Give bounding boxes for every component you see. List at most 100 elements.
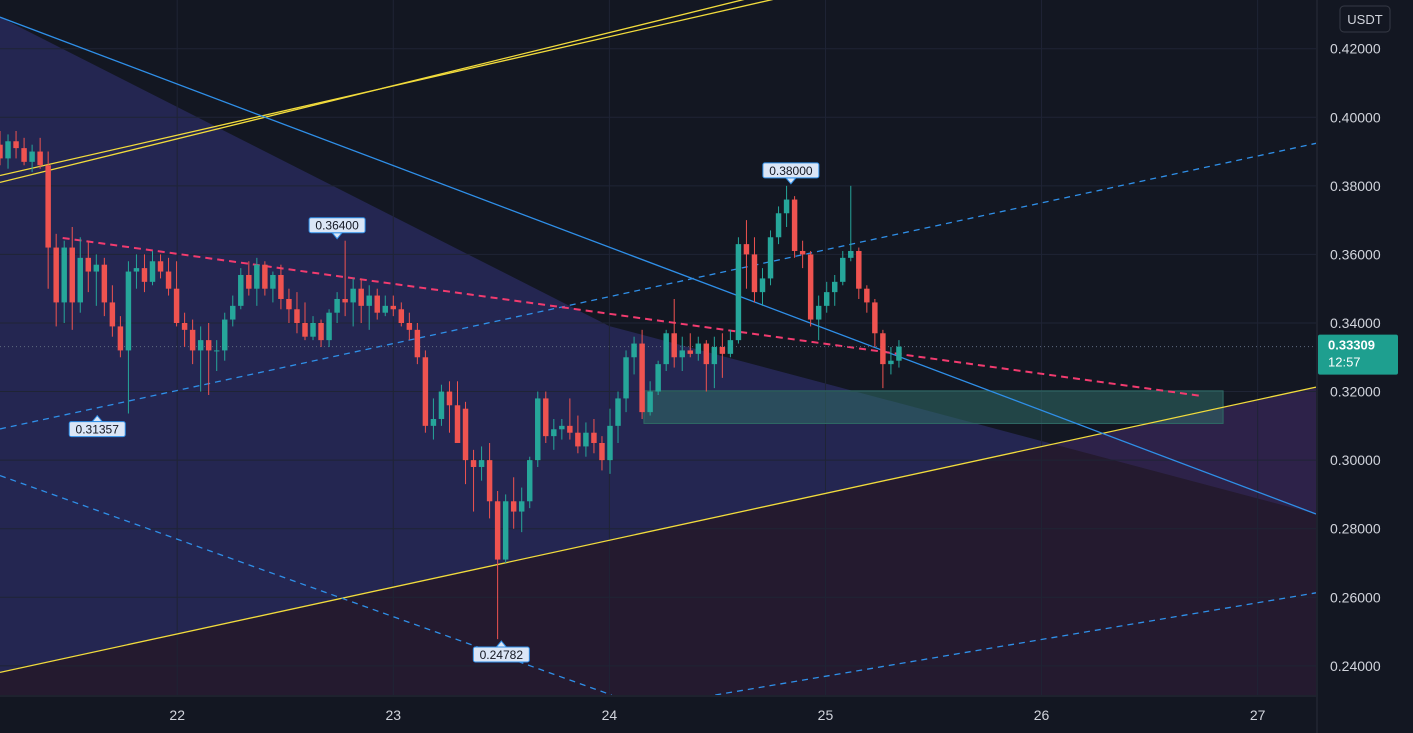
candle-body <box>535 398 541 461</box>
candle <box>334 292 340 323</box>
candle-body <box>896 346 902 361</box>
price-tick-label: 0.36000 <box>1330 246 1381 262</box>
candle-body <box>687 350 693 354</box>
annotation-label: 0.38000 <box>769 164 813 178</box>
candle-body <box>848 250 854 258</box>
candle <box>743 220 750 289</box>
candle-body <box>719 346 726 354</box>
candle-body <box>157 261 164 272</box>
candle <box>856 247 862 299</box>
channel-top-line <box>0 16 1317 515</box>
candle <box>181 312 188 347</box>
candle <box>189 319 196 365</box>
price-tick-label: 0.32000 <box>1330 384 1381 400</box>
candle-body <box>663 333 669 365</box>
candle-body <box>486 460 493 502</box>
candle-body <box>374 295 380 313</box>
candle <box>45 151 51 289</box>
candle-body <box>462 408 469 461</box>
candle-body <box>0 144 3 159</box>
candle <box>535 391 541 467</box>
candle-body <box>254 264 260 289</box>
candle <box>246 261 252 296</box>
candle-body <box>230 305 236 320</box>
candle-body <box>222 319 228 351</box>
candle <box>735 237 742 344</box>
candle <box>133 254 140 289</box>
candle <box>294 292 300 334</box>
candle-body <box>358 288 364 306</box>
candle-body <box>494 501 501 560</box>
candle-body <box>13 141 19 149</box>
price-tick-label: 0.24000 <box>1330 658 1381 674</box>
candle <box>21 137 27 166</box>
candle <box>61 240 67 323</box>
candle <box>205 322 212 395</box>
candle-body <box>711 346 718 365</box>
candle-body <box>382 305 388 313</box>
candle <box>591 418 597 454</box>
candle-body <box>631 343 637 358</box>
candle-body <box>799 250 806 255</box>
candle <box>29 144 35 173</box>
candle <box>719 333 726 378</box>
candle <box>422 350 429 433</box>
candle-body <box>414 329 421 358</box>
candle-body <box>567 425 573 433</box>
candle-body <box>334 298 340 313</box>
annotation-label: 0.36400 <box>315 219 359 233</box>
candle-body <box>21 148 27 162</box>
candle-body <box>438 391 445 419</box>
candle-body <box>832 281 838 293</box>
annotation-box <box>762 162 820 179</box>
candle-body <box>559 425 565 430</box>
candle <box>639 329 645 419</box>
candle-body <box>807 254 814 320</box>
candle-body <box>318 322 324 341</box>
candle-body <box>591 432 597 443</box>
candle <box>872 298 878 347</box>
candle <box>559 418 565 440</box>
candle <box>864 285 870 313</box>
candle <box>278 264 284 310</box>
candle-body <box>85 257 92 272</box>
candle <box>13 130 19 159</box>
candle-body <box>342 298 348 303</box>
candle-body <box>647 391 653 413</box>
candle <box>302 302 308 341</box>
candle-body <box>165 271 172 289</box>
candle <box>326 309 332 347</box>
candle-body <box>695 343 702 354</box>
candle <box>751 237 758 303</box>
candle-body <box>53 247 59 303</box>
candle-body <box>864 288 870 303</box>
candle-body <box>69 247 75 303</box>
candle <box>374 288 380 320</box>
price-tick-label: 0.42000 <box>1330 41 1381 57</box>
candle <box>173 261 180 327</box>
price-tick-label: 0.30000 <box>1330 452 1381 468</box>
candle-body <box>141 268 148 282</box>
candle-body <box>294 309 300 323</box>
candle-body <box>270 274 276 289</box>
candle-body <box>735 244 742 341</box>
price-tick-label: 0.34000 <box>1330 315 1381 331</box>
candle <box>222 312 228 361</box>
candle <box>783 185 790 227</box>
candle <box>888 346 894 375</box>
candle <box>623 350 629 413</box>
candle-body <box>238 274 244 306</box>
candle-body <box>783 199 790 214</box>
candle <box>462 401 469 485</box>
channel-fill <box>0 17 1316 673</box>
candle-body <box>149 261 156 282</box>
time-tick-label: 27 <box>1250 707 1266 723</box>
candle-body <box>655 364 661 392</box>
candle <box>254 257 260 306</box>
candle <box>430 398 437 440</box>
candle-body <box>213 350 220 352</box>
candle-body <box>61 247 67 303</box>
currency-button[interactable]: USDT <box>1339 5 1391 33</box>
annotation-label: 0.31357 <box>76 423 120 437</box>
